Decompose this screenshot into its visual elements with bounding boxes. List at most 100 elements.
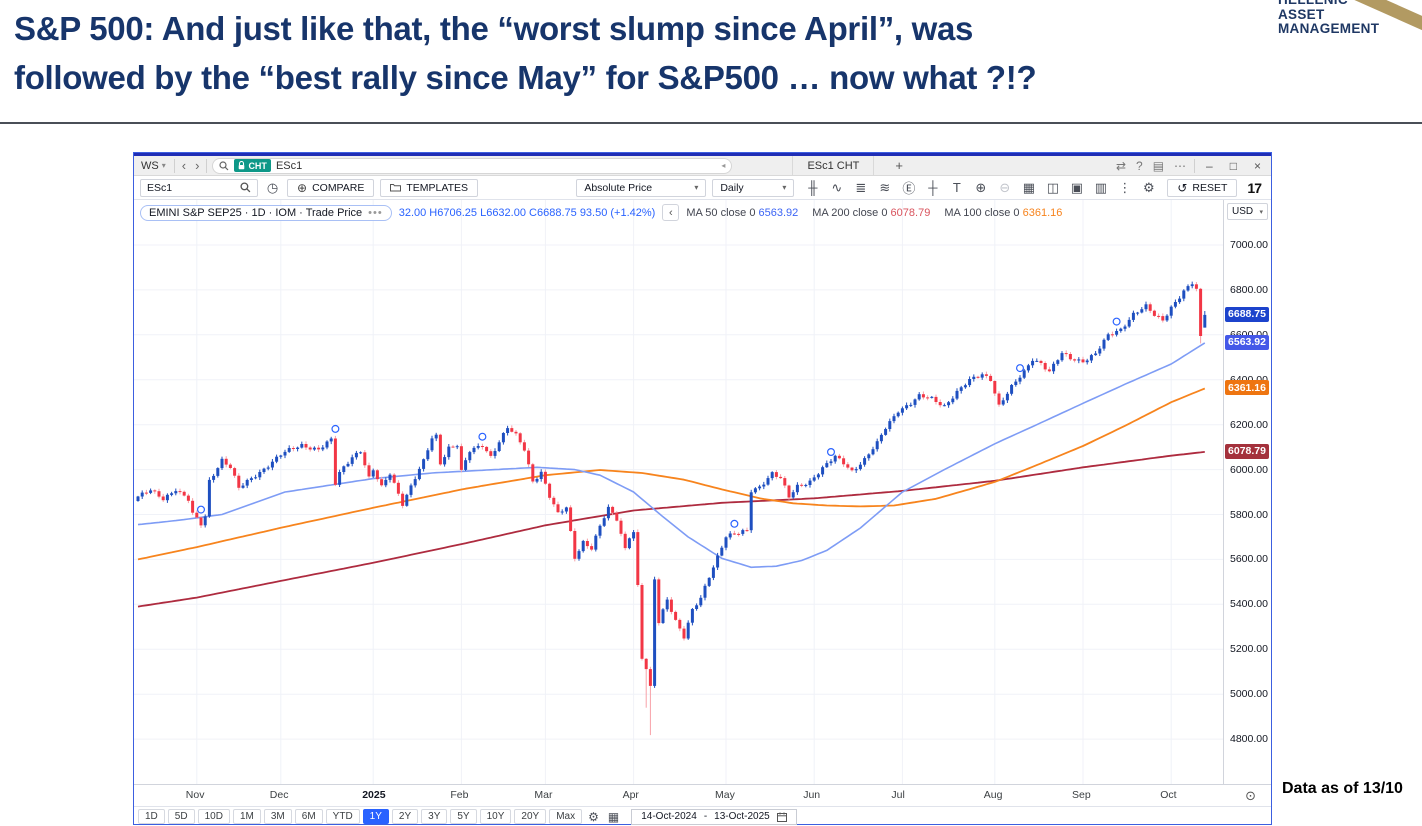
time-axis-label: Feb	[450, 789, 469, 801]
chart-window: WS ▾ ‹ › CHT ESc1 ◂ ESc1 CHT + ⇄? ▤ ⋯ – □ …	[133, 152, 1272, 825]
search-icon	[240, 182, 251, 193]
price-tick-label: 5800.00	[1230, 508, 1268, 521]
price-tick-label: 6000.00	[1230, 463, 1268, 476]
indicators-icon[interactable]: ∿	[831, 179, 843, 195]
symbol-input[interactable]: ESc1	[140, 178, 258, 197]
range-button-max[interactable]: Max	[549, 809, 583, 824]
range-button-ytd[interactable]: YTD	[325, 809, 360, 824]
price-tick-label: 7000.00	[1230, 239, 1268, 251]
reset-undo-icon: ↺	[1177, 180, 1188, 195]
plus-circle-icon: ⊕	[297, 180, 308, 195]
price-tick-label: 5200.00	[1230, 643, 1268, 656]
price-tick-label: 5000.00	[1230, 688, 1268, 701]
back-button[interactable]: ‹	[181, 158, 187, 173]
minimize-button[interactable]: –	[1206, 158, 1213, 173]
event-marker-icon	[1015, 364, 1024, 373]
waves-icon[interactable]: ≋	[879, 179, 891, 195]
more-icon[interactable]: ⋯	[1174, 158, 1187, 173]
history-clock-icon[interactable]: ◷	[266, 179, 279, 195]
price-axis[interactable]: USD ▾ 7000.006800.006600.006400.006200.0…	[1223, 200, 1270, 784]
settings-gear-icon[interactable]: ⚙	[1143, 179, 1155, 195]
reset-button[interactable]: ↺ RESET	[1167, 178, 1238, 197]
crosshair-target-icon[interactable]: ⊙	[1245, 788, 1256, 803]
price-tick-label: 4800.00	[1230, 733, 1268, 746]
currency-select[interactable]: USD ▾	[1227, 203, 1268, 220]
series-legend-pill[interactable]: EMINI S&P SEP25 · 1D · IOM · Trade Price…	[140, 204, 392, 221]
snapshot-icon[interactable]: ▣	[1070, 179, 1083, 195]
symbol-search-field[interactable]: CHT ESc1 ◂	[212, 157, 733, 174]
range-button-5y[interactable]: 5Y	[450, 809, 477, 824]
ma-label: MA 50 close 0	[686, 206, 759, 219]
low-value: L6632.00	[480, 206, 526, 219]
event-marker-icon	[1112, 317, 1121, 326]
ma-value: 6078.79	[890, 206, 931, 219]
price-mode-select[interactable]: Absolute Price ▾	[576, 178, 707, 197]
forward-button[interactable]: ›	[195, 158, 200, 173]
price-chart-canvas[interactable]: EMINI S&P SEP25 · 1D · IOM · Trade Price…	[134, 200, 1223, 784]
range-settings-gear-icon[interactable]: ⚙	[588, 809, 599, 824]
date-from: 14-Oct-2024	[641, 811, 697, 822]
zoom-in-icon[interactable]: ⊕	[975, 179, 987, 195]
date-range-picker[interactable]: 14-Oct-2024-13-Oct-2025	[631, 808, 797, 825]
ma-value: 6361.16	[1022, 206, 1063, 219]
time-axis-label: 2025	[362, 789, 386, 801]
help-icon[interactable]: ?	[1136, 158, 1143, 173]
event-marker-icon	[196, 505, 205, 514]
candlestick-chart[interactable]	[134, 200, 1223, 784]
barchart-icon[interactable]: ▥	[1094, 179, 1107, 195]
compare-scale-icon[interactable]: ┼	[928, 180, 938, 195]
layout-icon[interactable]: ◫	[1046, 179, 1059, 195]
tradingview-logo-icon: 17	[1247, 179, 1262, 196]
close-button[interactable]: ×	[1253, 158, 1261, 173]
range-button-3m[interactable]: 3M	[263, 809, 292, 824]
folder-icon	[390, 183, 402, 192]
price-badge: 6563.92	[1225, 334, 1269, 350]
window-titlebar: WS ▾ ‹ › CHT ESc1 ◂ ESc1 CHT + ⇄? ▤ ⋯ – □ …	[134, 155, 1271, 176]
range-button-1d[interactable]: 1D	[138, 809, 165, 824]
share-icon[interactable]: ⇄	[1115, 158, 1127, 173]
events-icon[interactable]: Ⓔ	[902, 181, 916, 196]
page-title-line2: followed by the “best rally since May” f…	[14, 59, 1037, 96]
workspace-menu[interactable]: WS ▾	[141, 159, 166, 172]
ma-legend-item[interactable]: MA 50 close 0 6563.92	[686, 207, 798, 219]
time-axis-label: Mar	[534, 789, 553, 801]
chart-style-icon[interactable]: ╫	[808, 180, 818, 195]
field-collapse-icon[interactable]: ◂	[721, 161, 726, 170]
zoom-out-icon[interactable]: ⊖	[999, 179, 1011, 195]
price-tick-label: 5400.00	[1230, 598, 1268, 611]
range-button-1y[interactable]: 1Y	[362, 809, 389, 824]
compare-button[interactable]: ⊕ COMPARE	[287, 178, 375, 197]
interval-select[interactable]: Daily ▾	[712, 178, 795, 197]
range-grid-icon[interactable]: ▦	[607, 809, 620, 824]
search-icon	[219, 160, 229, 171]
ma-legend-item[interactable]: MA 200 close 0 6078.79	[812, 207, 930, 219]
date-to: 13-Oct-2025	[714, 811, 770, 822]
panels-icon[interactable]: ▤	[1152, 158, 1165, 173]
time-axis[interactable]: ⊙ Nov Dec 2025 Feb Mar Apr May Jun Jul Aug Sep Oct	[134, 784, 1271, 806]
time-axis-label: Jun	[803, 789, 821, 801]
tab-esc1-cht[interactable]: ESc1 CHT	[792, 155, 875, 176]
ma-legend-item[interactable]: MA 100 close 0 6361.16	[944, 207, 1062, 219]
range-button-10d[interactable]: 10D	[197, 809, 230, 824]
time-axis-label: Apr	[622, 789, 639, 801]
table-icon[interactable]: ▦	[1022, 179, 1035, 195]
time-axis-label: Sep	[1072, 789, 1091, 801]
range-button-3y[interactable]: 3Y	[421, 809, 448, 824]
range-button-5d[interactable]: 5D	[167, 809, 195, 824]
range-button-1m[interactable]: 1M	[232, 809, 261, 824]
page-title-line1: S&P 500: And just like that, the “worst …	[14, 10, 974, 47]
templates-button[interactable]: TEMPLATES	[380, 178, 479, 197]
range-button-10y[interactable]: 10Y	[479, 809, 512, 824]
kebab-icon[interactable]: ⋮	[1118, 179, 1132, 195]
legend-collapse-button[interactable]: ‹	[662, 204, 680, 221]
text-tool-icon[interactable]: T	[952, 180, 961, 195]
time-axis-label: Dec	[269, 789, 289, 801]
layers-icon[interactable]: ≣	[855, 179, 867, 195]
range-button-6m[interactable]: 6M	[294, 809, 323, 824]
maximize-button[interactable]: □	[1229, 158, 1237, 173]
add-tab-button[interactable]: +	[895, 158, 903, 173]
range-button-20y[interactable]: 20Y	[514, 809, 547, 824]
price-badge: 6688.75	[1225, 306, 1269, 322]
series-more-icon[interactable]: •••	[368, 206, 383, 219]
range-button-2y[interactable]: 2Y	[391, 809, 419, 824]
